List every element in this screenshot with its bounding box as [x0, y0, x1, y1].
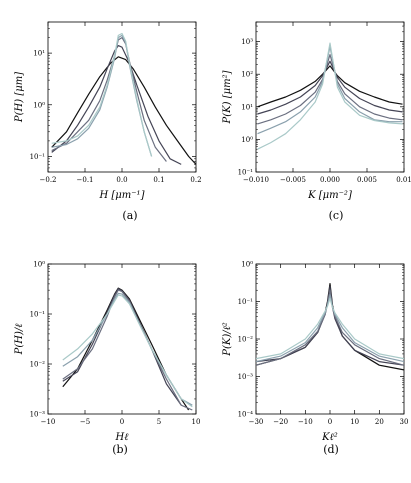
y-tick-label: 10⁻³	[30, 411, 46, 419]
x-tick-label: 0	[120, 418, 124, 426]
y-tick-label: 10²	[241, 71, 253, 79]
panel-label: (a)	[122, 209, 137, 222]
series-group	[51, 32, 196, 165]
series-line-1	[257, 65, 403, 108]
y-tick-label: 10⁰	[241, 261, 253, 269]
x-tick-label: 0.2	[190, 176, 201, 184]
x-tick-label: 10	[192, 418, 201, 426]
series-line-5	[51, 32, 153, 157]
series-line-4	[256, 294, 404, 363]
series-line-5	[62, 294, 193, 408]
series-line-2	[256, 286, 404, 366]
series-group	[62, 287, 193, 411]
series-line-4	[257, 46, 403, 135]
plot-frame	[47, 21, 197, 173]
y-tick-label: 10⁻⁴	[238, 411, 254, 419]
series-line-2	[257, 60, 403, 115]
series-line-3	[257, 54, 403, 125]
x-tick-label: −5	[80, 418, 90, 426]
x-tick-label: −0.010	[243, 176, 269, 184]
series-group	[257, 42, 403, 150]
series-line-4	[62, 292, 193, 406]
panel-label: (b)	[112, 443, 128, 456]
y-tick-label: 10³	[241, 38, 253, 46]
y-tick-label: 10⁰	[241, 136, 253, 144]
x-tick-label: 0	[328, 418, 332, 426]
panel-c: 10⁻¹ 10⁰ 10¹ 10² 10³ −0.010 −0.005 0.000 0.005 0.…	[222, 21, 411, 222]
x-tick-label: −0.1	[77, 176, 94, 184]
y-tick-label: 10⁰	[33, 101, 45, 109]
x-tick-label: 5	[157, 418, 161, 426]
series-line-2	[62, 288, 182, 406]
y-tick-label: 10⁻¹	[238, 169, 254, 177]
series-line-1	[51, 56, 196, 165]
x-axis-label: Hℓ	[115, 432, 129, 443]
x-tick-label: −20	[273, 418, 288, 426]
x-axis-label: H [μm⁻¹]	[99, 190, 145, 201]
series-line-2	[51, 45, 182, 165]
series-line-5	[257, 42, 403, 150]
y-tick-label: 10⁻²	[30, 361, 46, 369]
x-tick-label: −10	[41, 418, 56, 426]
x-tick-label: 0.01	[396, 176, 411, 184]
y-tick-label: 10¹	[241, 103, 253, 111]
x-tick-label: −10	[298, 418, 313, 426]
x-axis-label: K [μm⁻²]	[307, 190, 352, 201]
y-tick-label: 10⁻¹	[30, 311, 46, 319]
series-line-5	[256, 297, 404, 360]
series-line-3	[62, 289, 193, 411]
x-tick-label: 10	[350, 418, 359, 426]
y-tick-label: 10⁻¹	[30, 153, 46, 161]
x-tick-label: 0.005	[357, 176, 377, 184]
x-tick-label: 0.000	[320, 176, 340, 184]
x-tick-label: −0.2	[40, 176, 57, 184]
panel-label: (c)	[329, 209, 344, 222]
x-axis-label: Kℓ²	[321, 432, 338, 443]
series-line-1	[62, 287, 190, 411]
y-tick-label: 10¹	[33, 50, 45, 58]
y-tick-label: 10⁻¹	[238, 298, 254, 306]
y-tick-label: 10⁻²	[238, 336, 254, 344]
y-tick-label: 10⁰	[33, 261, 45, 269]
panel-label: (d)	[323, 443, 339, 456]
series-line-3	[256, 289, 404, 366]
panel-b: 10⁻³ 10⁻² 10⁻¹ 10⁰ −10 −5 0 5 10 Hℓ P(H)/ℓ (b)	[14, 261, 200, 457]
x-tick-label: 20	[375, 418, 384, 426]
panel-d: 10⁻⁴ 10⁻³ 10⁻² 10⁻¹ 10⁰ −30 −20 −10 0 10 20 30 Kℓ² P(…	[222, 261, 408, 457]
x-tick-label: 30	[400, 418, 409, 426]
x-tick-label: −30	[249, 418, 264, 426]
y-axis-label: P(H) [μm]	[14, 72, 25, 123]
y-axis-label: P(K)/ℓ²	[222, 322, 233, 357]
x-tick-label: 0.0	[116, 176, 127, 184]
y-axis-label: P(H)/ℓ	[14, 324, 25, 356]
y-axis-label: P(K) [μm²]	[222, 70, 233, 124]
panel-a: 10⁻¹ 10⁰ 10¹ −0.2 −0.1 0.0 0.1 0.2 H [μm⁻¹] P(H) …	[14, 21, 202, 222]
x-tick-label: 0.1	[153, 176, 164, 184]
x-tick-label: −0.005	[280, 176, 306, 184]
series-group	[256, 283, 404, 371]
y-tick-label: 10⁻³	[238, 373, 254, 381]
